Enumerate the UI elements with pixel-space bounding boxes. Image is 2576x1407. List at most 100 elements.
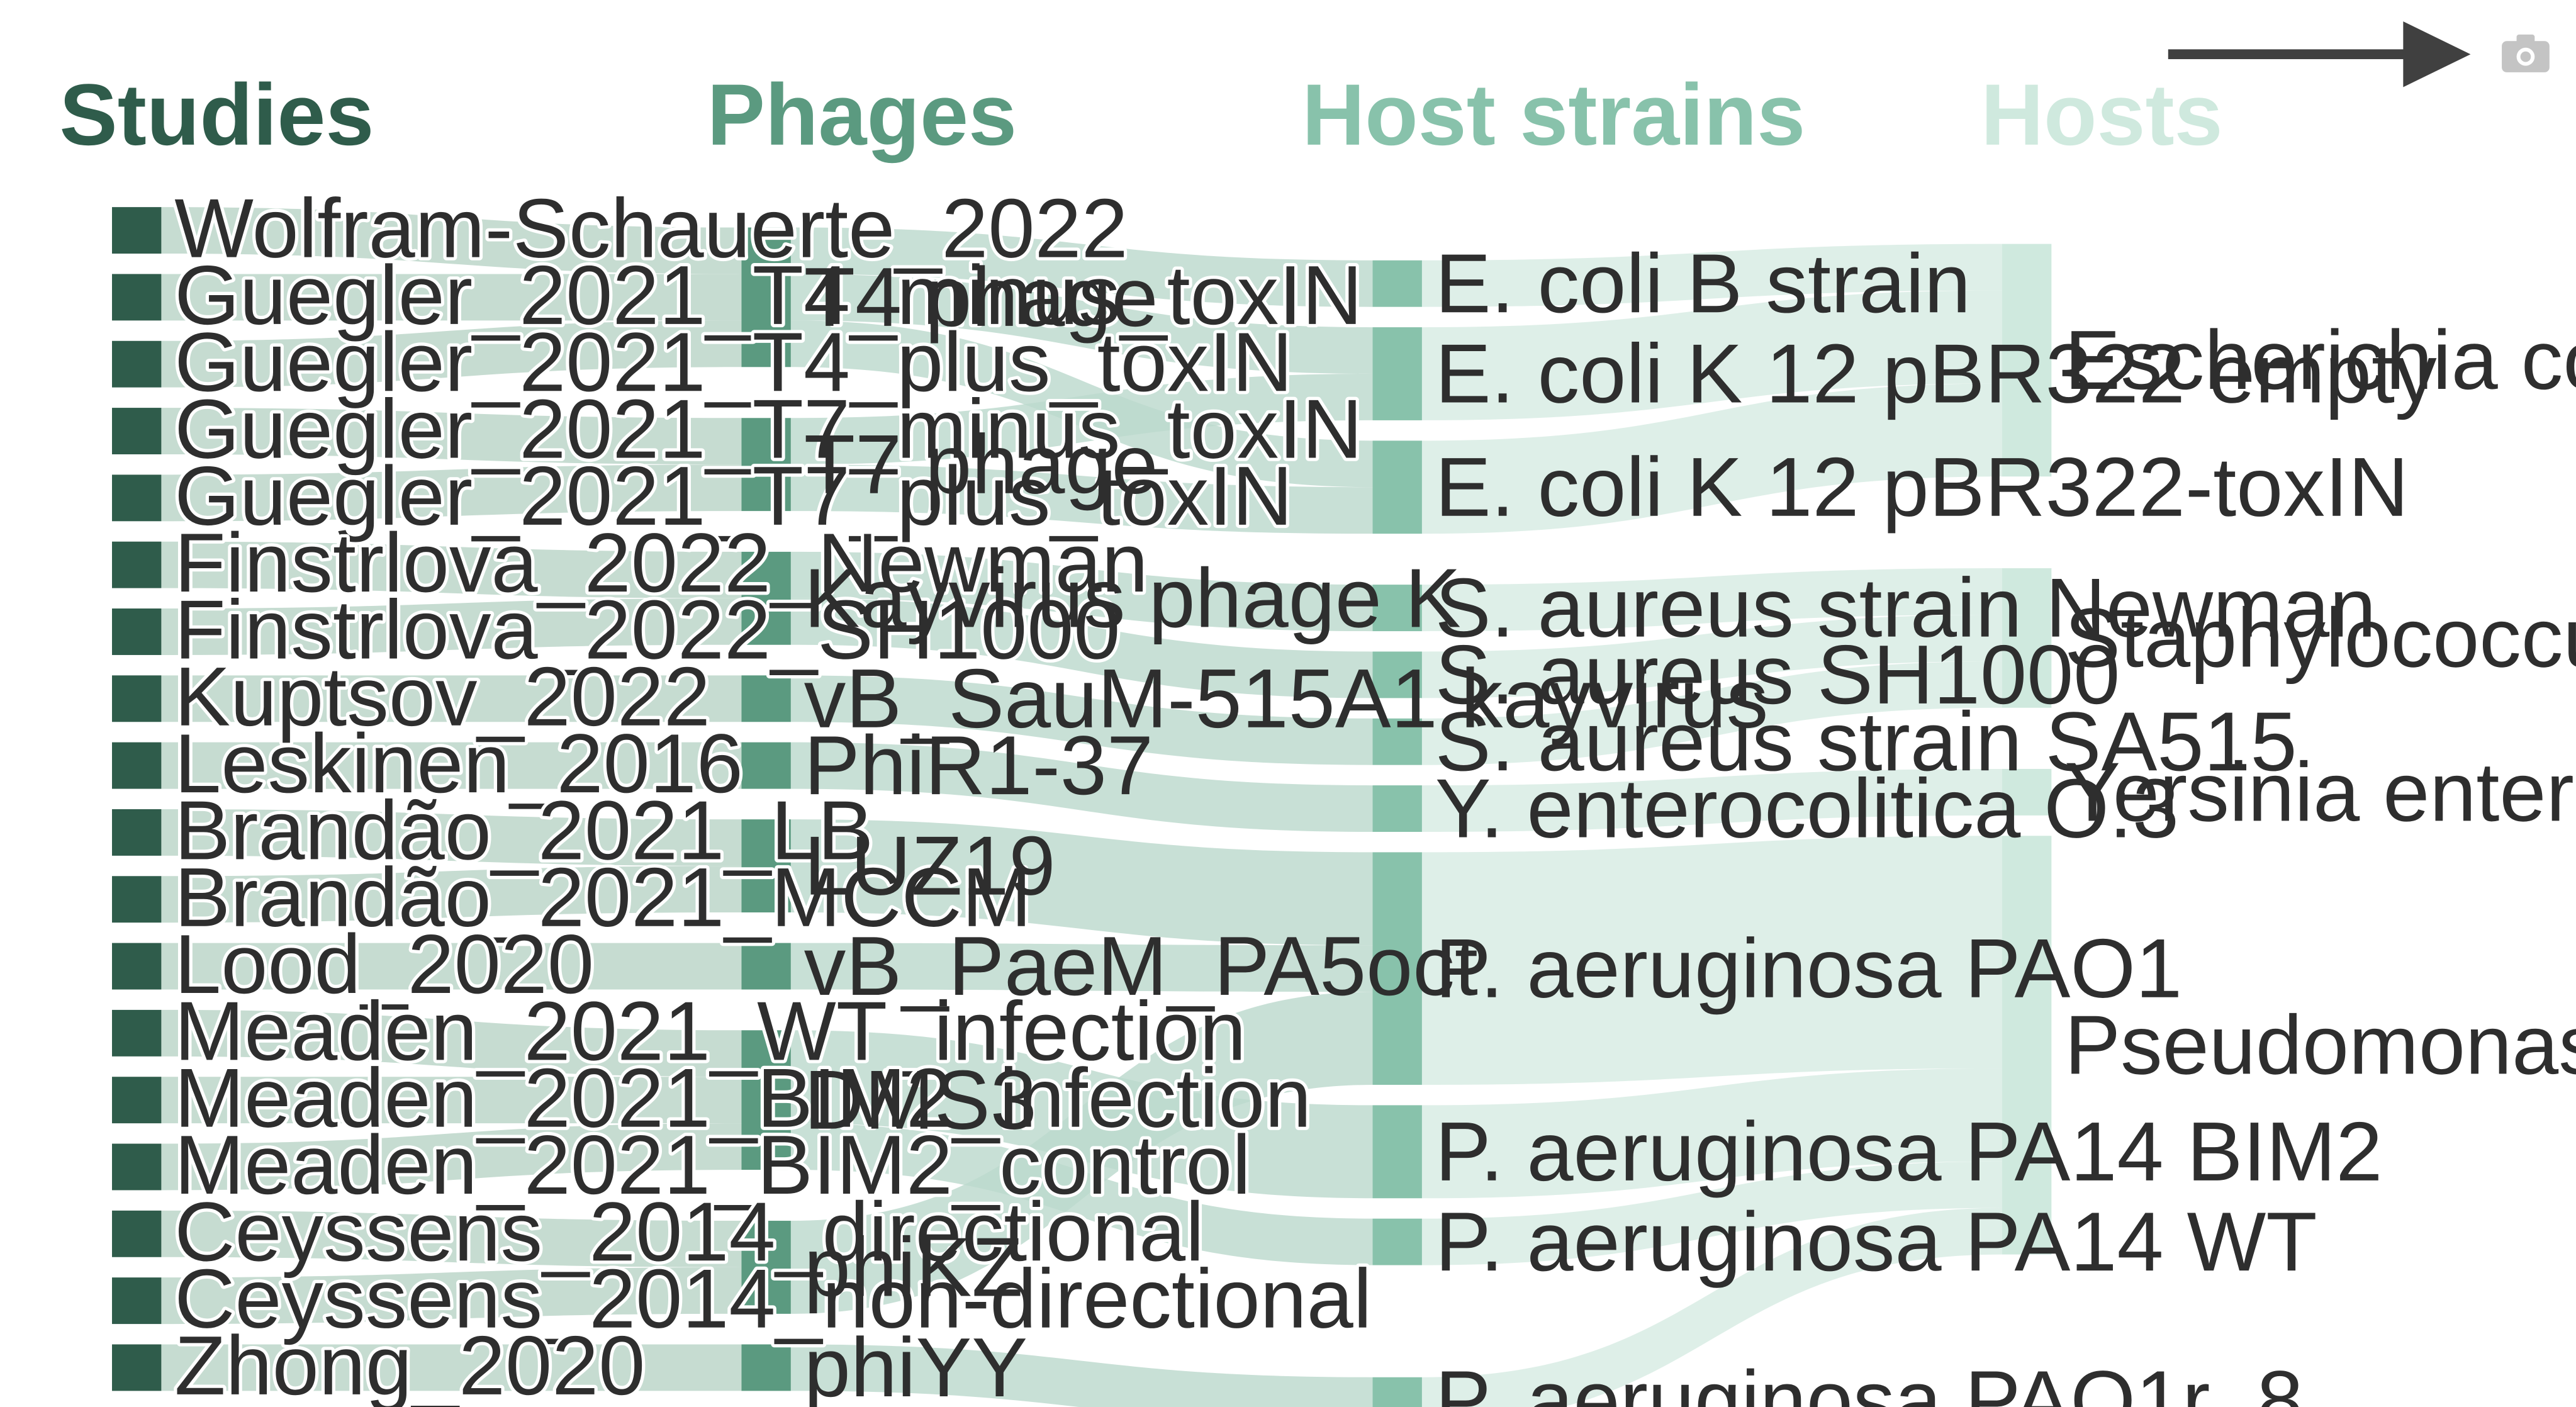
link-t7-phage-to-e-coli-k-12-pbr322-toxin[interactable]: [790, 464, 1373, 534]
link-p-aeruginosa-pa14-wt-to-pseudomonas-aeruginosa[interactable]: [1421, 1161, 2002, 1265]
link-y-enterocolitica-o-3-to-yersinia-enterolitica[interactable]: [1421, 768, 2002, 832]
label-yersinia-enterolitica: Yersinia enterolitica: [2064, 745, 2576, 839]
node-brand-o-2021-mccm[interactable]: [112, 876, 162, 923]
node-guegler-2021-t4-plus-toxin[interactable]: [112, 340, 162, 388]
link-t7-phage-to-e-coli-k-12-pbr322-empty[interactable]: [790, 374, 1373, 465]
link-luz19-to-p-aeruginosa-pao1[interactable]: [790, 819, 1373, 946]
label-guegler-2021-t4-plus-toxin: Guegler_2021_T4_plus_toxIN: [174, 315, 1292, 409]
link-s-aureus-sh1000-to-staphylococcus-aureus[interactable]: [1421, 614, 2002, 698]
label-dms3: DMS3: [804, 1053, 1037, 1147]
node-p-aeruginosa-pa14-wt[interactable]: [1372, 1218, 1422, 1265]
node-p-aeruginosa-pao1[interactable]: [1372, 852, 1422, 1085]
link-leskinen-2016-to-phir1-37[interactable]: [161, 742, 742, 789]
link-ceyssens-2014-non-directional-to-phikz[interactable]: [161, 1267, 742, 1325]
node-e-coli-b-strain[interactable]: [1372, 260, 1422, 307]
node-guegler-2021-t7-minus-toxin[interactable]: [112, 408, 162, 454]
node-e-coli-k-12-pbr322-toxin[interactable]: [1372, 440, 1422, 534]
label-escherichia-coli: Escherichia coli: [2064, 313, 2576, 407]
node-kayvirus-phage-k[interactable]: [741, 551, 791, 645]
link-kuptsov-2022-to-vb-saum-515a1-kayvirus[interactable]: [161, 675, 742, 722]
link-zhong-2020-to-phiyy[interactable]: [161, 1344, 742, 1391]
link-brand-o-2021-lb-to-luz19[interactable]: [161, 809, 742, 866]
node-dms3[interactable]: [741, 1030, 791, 1170]
label-kayvirus-phage-k: Kayvirus phage K: [804, 551, 1461, 645]
node-staphylococcus-aureus[interactable]: [2002, 568, 2052, 708]
node-s-aureus-sh1000[interactable]: [1372, 651, 1422, 698]
column-header-host-strains: Host strains: [1302, 67, 1805, 164]
link-guegler-2021-t7-plus-toxin-to-t7-phage[interactable]: [161, 464, 742, 522]
node-vb-paem-pa5oct[interactable]: [741, 943, 791, 990]
label-meaden-2021-bim2-infection: Meaden_2021_BIM2_infection: [174, 1051, 1311, 1145]
link-meaden-2021-wt-infection-to-dms3[interactable]: [161, 1009, 742, 1077]
node-y-enterocolitica-o-3[interactable]: [1372, 785, 1422, 832]
node-vb-saum-515a1-kayvirus[interactable]: [741, 675, 791, 722]
link-vb-saum-515a1-kayvirus-to-s-aureus-strain-sa515[interactable]: [790, 675, 1373, 765]
link-finstrlova-2022-newman-to-kayvirus-phage-k[interactable]: [161, 541, 742, 598]
label-ceyssens-2014-non-directional: Ceyssens_2014_non-directional: [174, 1252, 1372, 1346]
link-finstrlova-2022-sh1000-to-kayvirus-phage-k[interactable]: [161, 598, 742, 655]
link-lood-2020-to-vb-paem-pa5oct[interactable]: [161, 943, 742, 990]
label-e-coli-k-12-pbr322-toxin: E. coli K 12 pBR322-toxIN: [1435, 440, 2409, 534]
link-p-aeruginosa-pa14-bim2-to-pseudomonas-aeruginosa[interactable]: [1421, 1068, 2002, 1199]
link-e-coli-k-12-pbr322-toxin-to-escherichia-coli[interactable]: [1421, 383, 2002, 534]
node-pseudomonas-aeruginosa[interactable]: [2002, 836, 2052, 1255]
node-meaden-2021-wt-infection[interactable]: [112, 1009, 162, 1057]
node-t4-phage[interactable]: [741, 227, 791, 367]
node-phikz[interactable]: [741, 1221, 791, 1314]
node-luz19[interactable]: [741, 819, 791, 913]
node-s-aureus-strain-sa515[interactable]: [1372, 718, 1422, 765]
link-t4-phage-to-e-coli-b-strain[interactable]: [790, 227, 1373, 307]
link-wolfram-schauerte-2022-to-t4-phage[interactable]: [161, 207, 742, 274]
node-ceyssens-2014-directional[interactable]: [112, 1210, 162, 1257]
node-kuptsov-2022[interactable]: [112, 675, 162, 722]
node-p-aeruginosa-pa14-bim2[interactable]: [1372, 1105, 1422, 1199]
node-phiyy[interactable]: [741, 1344, 791, 1391]
link-e-coli-b-strain-to-escherichia-coli[interactable]: [1421, 244, 2002, 307]
camera-icon[interactable]: [2502, 34, 2550, 72]
node-zhong-2020[interactable]: [112, 1344, 162, 1391]
link-vb-paem-pa5oct-to-p-aeruginosa-pao1[interactable]: [790, 943, 1373, 992]
node-e-coli-k-12-pbr322-empty[interactable]: [1372, 327, 1422, 420]
node-lood-2020[interactable]: [112, 943, 162, 990]
link-kayvirus-phage-k-to-s-aureus-sh1000[interactable]: [790, 598, 1373, 698]
link-brand-o-2021-mccm-to-luz19[interactable]: [161, 866, 742, 923]
link-meaden-2021-bim2-infection-to-dms3[interactable]: [161, 1077, 742, 1124]
node-guegler-2021-t4-minus-toxin[interactable]: [112, 274, 162, 321]
label-wolfram-schauerte-2022: Wolfram-Schauerte_2022: [174, 182, 1128, 276]
node-p-aeruginosa-pao1r-8[interactable]: [1372, 1377, 1422, 1407]
label-y-enterocolitica-o-3: Y. enterocolitica O:3: [1435, 762, 2179, 856]
link-phir1-37-to-y-enterocolitica-o-3[interactable]: [790, 742, 1373, 832]
node-meaden-2021-bim2-infection[interactable]: [112, 1077, 162, 1124]
link-guegler-2021-t7-minus-toxin-to-t7-phage[interactable]: [161, 408, 742, 465]
link-kayvirus-phage-k-to-s-aureus-strain-newman[interactable]: [790, 551, 1373, 632]
node-leskinen-2016[interactable]: [112, 742, 162, 789]
node-wolfram-schauerte-2022[interactable]: [112, 207, 162, 254]
node-guegler-2021-t7-plus-toxin[interactable]: [112, 474, 162, 522]
node-s-aureus-strain-newman[interactable]: [1372, 585, 1422, 632]
link-guegler-2021-t4-plus-toxin-to-t4-phage[interactable]: [161, 320, 742, 388]
node-phir1-37[interactable]: [741, 742, 791, 789]
link-meaden-2021-bim2-control-to-dms3[interactable]: [161, 1123, 742, 1191]
label-p-aeruginosa-pa14-bim2: P. aeruginosa PA14 BIM2: [1435, 1105, 2383, 1199]
node-meaden-2021-bim2-control[interactable]: [112, 1143, 162, 1191]
node-t7-phage[interactable]: [741, 418, 791, 512]
link-ceyssens-2014-directional-to-phikz[interactable]: [161, 1210, 742, 1267]
node-finstrlova-2022-sh1000[interactable]: [112, 608, 162, 655]
label-p-aeruginosa-pao1: P. aeruginosa PAO1: [1435, 922, 2182, 1016]
label-leskinen-2016: Leskinen_2016: [174, 717, 743, 810]
link-t4-phage-to-e-coli-k-12-pbr322-empty[interactable]: [790, 274, 1373, 374]
node-brand-o-2021-lb[interactable]: [112, 809, 162, 856]
link-s-aureus-strain-sa515-to-staphylococcus-aureus[interactable]: [1421, 661, 2002, 765]
link-e-coli-k-12-pbr322-empty-to-escherichia-coli[interactable]: [1421, 290, 2002, 420]
label-guegler-2021-t4-minus-toxin: Guegler_2021_T4_minus_toxIN: [174, 249, 1362, 342]
link-s-aureus-strain-newman-to-staphylococcus-aureus[interactable]: [1421, 568, 2002, 632]
link-p-aeruginosa-pao1-to-pseudomonas-aeruginosa[interactable]: [1421, 836, 2002, 1085]
link-phikz-to-p-aeruginosa-pao1[interactable]: [790, 992, 1373, 1314]
link-guegler-2021-t4-minus-toxin-to-t4-phage[interactable]: [161, 274, 742, 321]
node-finstrlova-2022-newman[interactable]: [112, 541, 162, 588]
link-phiyy-to-p-aeruginosa-pao1r-8[interactable]: [790, 1344, 1373, 1407]
node-yersinia-enterolitica[interactable]: [2002, 768, 2052, 816]
node-ceyssens-2014-non-directional[interactable]: [112, 1277, 162, 1325]
node-escherichia-coli[interactable]: [2002, 244, 2052, 477]
link-p-aeruginosa-pao1r-8-to-pseudomonas-aeruginosa[interactable]: [1421, 1208, 2002, 1407]
